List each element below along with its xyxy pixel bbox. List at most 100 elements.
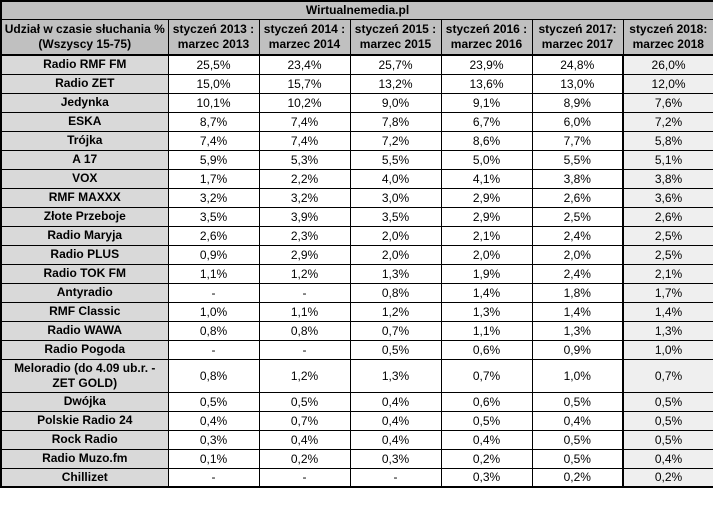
value-cell: 2,0% xyxy=(349,244,442,265)
value-cell: 2,9% xyxy=(440,206,533,227)
value-cell: 5,3% xyxy=(258,149,351,170)
station-cell: Radio TOK FM xyxy=(0,263,169,284)
value-cell: 23,4% xyxy=(258,54,351,75)
value-cell: 0,5% xyxy=(621,410,713,431)
value-cell: 2,0% xyxy=(349,225,442,246)
value-cell: 7,4% xyxy=(167,130,260,151)
value-cell: 0,5% xyxy=(349,339,442,360)
table-row: A 17 5,9% 5,3% 5,5% 5,0% 5,5% 5,1% xyxy=(0,149,713,170)
value-cell: 2,5% xyxy=(621,244,713,265)
table-row: Złote Przeboje 3,5% 3,9% 3,5% 2,9% 2,5% 2,6% xyxy=(0,206,713,227)
value-cell: 13,2% xyxy=(349,73,442,94)
value-cell: 2,9% xyxy=(440,187,533,208)
value-cell: - xyxy=(167,339,260,360)
table-row: Radio TOK FM 1,1% 1,2% 1,3% 1,9% 2,4% 2,1% xyxy=(0,263,713,284)
value-cell: 2,9% xyxy=(258,244,351,265)
value-cell: - xyxy=(167,282,260,303)
value-cell: 0,5% xyxy=(531,429,624,450)
value-cell: 2,4% xyxy=(531,263,624,284)
value-cell: 1,1% xyxy=(440,320,533,341)
value-cell: 4,1% xyxy=(440,168,533,189)
value-cell: 1,2% xyxy=(258,358,351,393)
value-cell: 7,8% xyxy=(349,111,442,132)
value-cell: 2,5% xyxy=(621,225,713,246)
table-row: Dwójka 0,5% 0,5% 0,4% 0,6% 0,5% 0,5% xyxy=(0,391,713,412)
value-cell: 2,4% xyxy=(531,225,624,246)
value-cell: 6,7% xyxy=(440,111,533,132)
table-row: Meloradio (do 4.09 ub.r. - ZET GOLD) 0,8%… xyxy=(0,358,713,393)
value-cell: 0,5% xyxy=(167,391,260,412)
table-body: Radio RMF FM 25,5% 23,4% 25,7% 23,9% 24,8% 26,… xyxy=(0,54,713,488)
station-cell: RMF MAXXX xyxy=(0,187,169,208)
value-cell: 0,2% xyxy=(531,467,624,488)
station-cell: Radio RMF FM xyxy=(0,54,169,75)
value-cell: 1,2% xyxy=(349,301,442,322)
station-cell: RMF Classic xyxy=(0,301,169,322)
table-row: Radio RMF FM 25,5% 23,4% 25,7% 23,9% 24,8% 26,… xyxy=(0,54,713,75)
value-cell: 7,4% xyxy=(258,111,351,132)
station-cell: Radio WAWA xyxy=(0,320,169,341)
value-cell: 15,0% xyxy=(167,73,260,94)
value-cell: 0,3% xyxy=(440,467,533,488)
value-cell: 8,7% xyxy=(167,111,260,132)
value-cell: 0,3% xyxy=(349,448,442,469)
value-cell: 0,4% xyxy=(621,448,713,469)
value-cell: 3,8% xyxy=(621,168,713,189)
table-row: Radio WAWA 0,8% 0,8% 0,7% 1,1% 1,3% 1,3% xyxy=(0,320,713,341)
value-cell: 3,5% xyxy=(167,206,260,227)
value-cell: 24,8% xyxy=(531,54,624,75)
value-cell: - xyxy=(258,339,351,360)
value-cell: 0,4% xyxy=(349,429,442,450)
value-cell: 0,8% xyxy=(349,282,442,303)
table-row: VOX 1,7% 2,2% 4,0% 4,1% 3,8% 3,8% xyxy=(0,168,713,189)
station-cell: Chillizet xyxy=(0,467,169,488)
station-cell: Radio Maryja xyxy=(0,225,169,246)
value-cell: 8,9% xyxy=(531,92,624,113)
value-cell: 2,1% xyxy=(440,225,533,246)
table-row: Radio Pogoda - -0,5% 0,6% 0,9% 1,0% xyxy=(0,339,713,360)
station-cell: ESKA xyxy=(0,111,169,132)
value-cell: 1,1% xyxy=(258,301,351,322)
value-cell: 7,2% xyxy=(349,130,442,151)
station-cell: Dwójka xyxy=(0,391,169,412)
value-cell: 0,2% xyxy=(440,448,533,469)
value-cell: 0,9% xyxy=(531,339,624,360)
value-cell: 1,3% xyxy=(531,320,624,341)
value-cell: - xyxy=(258,282,351,303)
value-cell: 9,0% xyxy=(349,92,442,113)
corner-header: Udział w czasie słuchania % (Wszyscy 15-… xyxy=(0,18,169,56)
value-cell: 0,8% xyxy=(167,358,260,393)
value-cell: 25,5% xyxy=(167,54,260,75)
table-row: Rock Radio 0,3% 0,4% 0,4% 0,4% 0,5% 0,5% xyxy=(0,429,713,450)
value-cell: 5,5% xyxy=(349,149,442,170)
value-cell: 3,9% xyxy=(258,206,351,227)
column-header-2015: styczeń 2015 : marzec 2015 xyxy=(349,18,442,56)
column-header-2018: styczeń 2018: marzec 2018 xyxy=(622,18,713,56)
value-cell: 0,5% xyxy=(258,391,351,412)
title-row: Wirtualnemedia.pl xyxy=(0,0,713,20)
value-cell: 2,2% xyxy=(258,168,351,189)
value-cell: 0,4% xyxy=(167,410,260,431)
value-cell: 0,5% xyxy=(621,429,713,450)
station-cell: Rock Radio xyxy=(0,429,169,450)
value-cell: 0,1% xyxy=(167,448,260,469)
value-cell: 7,4% xyxy=(258,130,351,151)
value-cell: 2,1% xyxy=(621,263,713,284)
value-cell: 0,7% xyxy=(621,358,713,393)
value-cell: 0,4% xyxy=(258,429,351,450)
value-cell: 3,2% xyxy=(167,187,260,208)
value-cell: 0,8% xyxy=(258,320,351,341)
value-cell: 3,0% xyxy=(349,187,442,208)
value-cell: 1,9% xyxy=(440,263,533,284)
value-cell: 0,5% xyxy=(440,410,533,431)
station-cell: Antyradio xyxy=(0,282,169,303)
value-cell: 15,7% xyxy=(258,73,351,94)
value-cell: 3,6% xyxy=(621,187,713,208)
table-row: Radio Muzo.fm 0,1% 0,2% 0,3% 0,2% 0,5% 0,4% xyxy=(0,448,713,469)
value-cell: 1,2% xyxy=(258,263,351,284)
station-cell: Meloradio (do 4.09 ub.r. - ZET GOLD) xyxy=(0,358,169,393)
value-cell: 0,5% xyxy=(531,391,624,412)
table-row: Polskie Radio 24 0,4% 0,7% 0,4% 0,5% 0,4% 0,5% xyxy=(0,410,713,431)
value-cell: 4,0% xyxy=(349,168,442,189)
station-cell: Radio ZET xyxy=(0,73,169,94)
